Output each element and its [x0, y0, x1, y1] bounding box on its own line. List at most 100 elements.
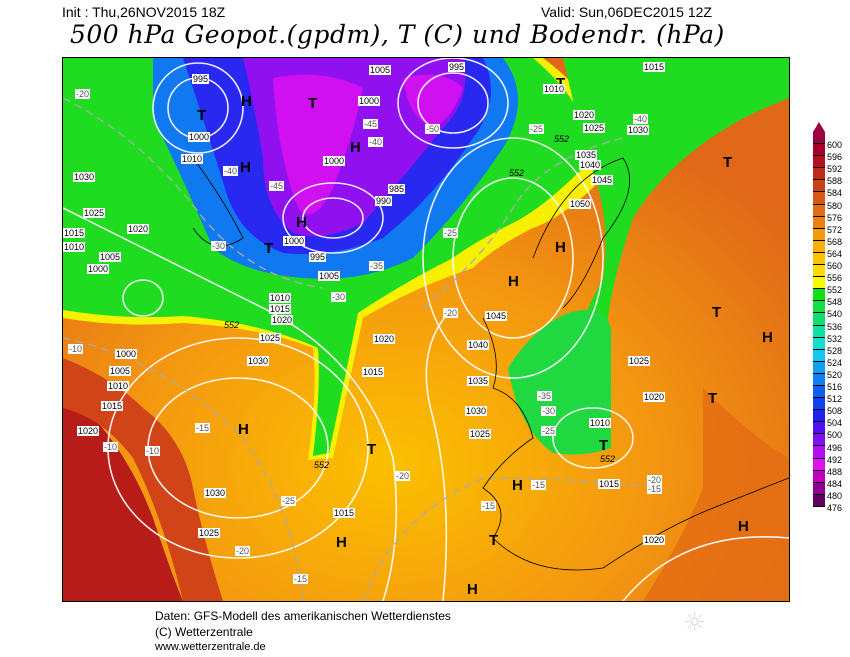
colorbar-bin	[813, 277, 825, 290]
isobar-label: 1005	[109, 366, 132, 376]
colorbar-label: 548	[827, 297, 843, 308]
orange-red-band	[63, 358, 223, 601]
isobar-label: 1000	[283, 236, 306, 246]
colorbar-label: 580	[827, 200, 843, 211]
pressure-center-label: T	[197, 107, 207, 124]
geopotential-552-label: 552	[509, 168, 525, 178]
colorbar-label: 552	[827, 285, 843, 296]
colorbar-label: 476	[827, 503, 843, 513]
valid-time: Valid: Sun,06DEC2015 12Z	[541, 4, 712, 20]
temperature-label: -25	[541, 426, 557, 436]
east-orange	[643, 388, 789, 601]
pressure-center-label: T	[708, 390, 718, 407]
temperature-label: -20	[443, 308, 459, 318]
isobar-label: 1030	[204, 488, 227, 498]
colorbar-bin	[813, 410, 825, 423]
temperature-label: -10	[68, 344, 84, 354]
colorbar-label: 496	[827, 442, 843, 453]
pressure-center-label: T	[723, 154, 733, 171]
colorbar-bin	[813, 301, 825, 314]
colorbar-bin	[813, 228, 825, 241]
temperature-label: -40	[633, 114, 649, 124]
temperature-label: -10	[103, 442, 119, 452]
colorbar-bin	[813, 422, 825, 435]
colorbar-label: 596	[827, 152, 843, 163]
isobar-label: 1015	[643, 62, 666, 72]
colorbar-bin	[813, 325, 825, 338]
pressure-center-label: H	[350, 139, 361, 156]
isobar-label: 1025	[583, 123, 606, 133]
colorbar-label: 504	[827, 418, 843, 429]
colorbar-label: 560	[827, 261, 843, 271]
colorbar-bin	[813, 361, 825, 374]
colorbar-bin	[813, 385, 825, 399]
colorbar-bin	[813, 240, 825, 253]
isobar-label: 1025	[83, 208, 106, 218]
colorbar-label: 532	[827, 333, 843, 344]
pressure-center-label: T	[599, 437, 609, 454]
isobar-label: 985	[388, 184, 406, 194]
colorbar-bin	[813, 349, 825, 362]
footer-url: www.wetterzentrale.de	[155, 641, 266, 653]
isobar-label: 1040	[579, 160, 602, 170]
magenta-low-core	[273, 74, 363, 215]
colorbar-bin	[813, 458, 825, 471]
isobar-label: 1040	[467, 340, 490, 350]
geopotential-552-label: 552	[600, 454, 616, 464]
isobar-label: 1015	[333, 508, 356, 518]
isobar-label: 1015	[63, 228, 86, 238]
green-europe-trough	[508, 310, 611, 455]
isobar-label: 995	[192, 74, 210, 84]
isobar-label: 1025	[259, 333, 282, 343]
temperature-label: -25	[281, 496, 297, 506]
chart-title: 500 hPa Geopot.(gpdm), T (C) und Bodendr…	[70, 20, 725, 49]
colorbar-label: 592	[827, 164, 843, 175]
isobar-label: 1030	[627, 125, 650, 135]
temperature-label: -25	[443, 228, 459, 238]
colorbar-label: 588	[827, 176, 843, 187]
isobar-label: 1020	[127, 224, 150, 234]
isobar-label: 1025	[198, 528, 221, 538]
pressure-center-label: H	[296, 214, 307, 231]
temperature-label: -30	[211, 241, 227, 251]
pressure-center-label: T	[308, 95, 318, 112]
pressure-center-label: H	[241, 93, 252, 110]
pressure-center-label: T	[264, 240, 274, 257]
isobar-label: 1000	[115, 349, 138, 359]
sun-icon: ☼	[683, 608, 707, 638]
isobar-label: 1015	[101, 401, 124, 411]
colorbar-label: 540	[827, 309, 843, 320]
temperature-label: -35	[369, 261, 385, 271]
colorbar-bin	[813, 482, 825, 495]
colorbar-bin	[813, 156, 825, 169]
pressure-center-label: T	[489, 532, 499, 549]
isobar-label: 1010	[589, 418, 612, 428]
pressure-center-label: H	[762, 329, 773, 346]
coastlines	[192, 157, 789, 571]
colorbar-bin	[813, 265, 825, 278]
geopotential-field	[63, 58, 789, 601]
colorbar-label: 556	[827, 273, 843, 284]
colorbar-bin	[813, 132, 825, 145]
colorbar-label: 484	[827, 478, 843, 489]
isobar-label: 1005	[99, 252, 122, 262]
colorbar-label: 568	[827, 236, 843, 247]
colorbar-bin	[813, 313, 825, 326]
colorbar-bin	[813, 494, 825, 507]
isobar-label: 1045	[591, 175, 614, 185]
colorbar-label: 492	[827, 454, 843, 465]
green-east-region	[563, 58, 789, 398]
temperature-label: -45	[363, 119, 379, 129]
isobar-label: 1000	[188, 132, 211, 142]
isobar-label: 1050	[569, 199, 592, 209]
isobar-label: 1020	[373, 334, 396, 344]
isobar-label: 995	[448, 62, 466, 72]
magenta-low-core-2	[403, 74, 463, 128]
isobar-label: 1010	[181, 154, 204, 164]
temperature-label: -30	[331, 292, 347, 302]
colorbar-bin	[813, 180, 825, 193]
isobar-label: 1010	[107, 381, 130, 391]
isobar-label: 1000	[323, 156, 346, 166]
isobar-label: 1015	[269, 304, 292, 314]
colorbar-bin	[813, 216, 825, 229]
